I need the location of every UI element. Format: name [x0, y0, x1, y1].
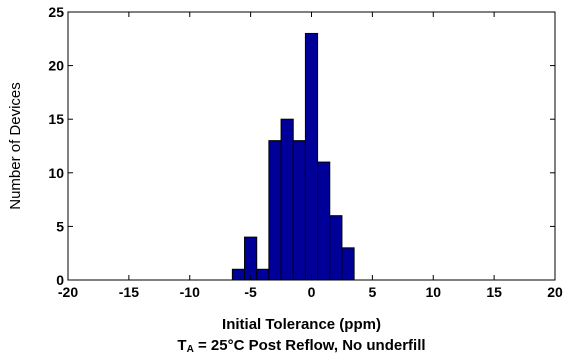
y-tick-label: 10: [48, 165, 64, 181]
subtitle-prefix: T: [177, 337, 186, 354]
y-tick-label: 5: [56, 218, 64, 234]
histogram-bar: [317, 161, 331, 281]
y-tick-label: 0: [56, 272, 64, 288]
y-tick-label: 20: [48, 58, 64, 74]
x-axis-ticks: -20 -15 -10 -5 0 5 10 15 20: [58, 12, 563, 300]
histogram-bar: [268, 140, 282, 281]
histogram-bar: [341, 247, 355, 281]
x-tick-label: -5: [244, 284, 257, 300]
bars-group: [231, 32, 355, 281]
subtitle-rest: = 25°C Post Reflow, No underfill: [194, 337, 426, 354]
y-tick-label: 25: [48, 4, 64, 20]
histogram-bar: [256, 268, 270, 281]
x-tick-label: 20: [547, 284, 563, 300]
histogram-bar: [231, 268, 246, 281]
x-tick-label: -20: [58, 284, 78, 300]
x-tick-label: 0: [308, 284, 316, 300]
y-tick-label: 15: [48, 111, 64, 127]
x-tick-label: -10: [180, 284, 200, 300]
histogram-bar: [304, 32, 319, 281]
histogram-bar: [280, 118, 294, 281]
y-axis-ticks: 0 5 10 15 20 25: [48, 4, 555, 288]
x-axis-label: Initial Tolerance (ppm): [222, 316, 381, 333]
y-axis-label: Number of Devices: [7, 82, 24, 210]
histogram-bar: [244, 236, 258, 281]
subtitle-subscript: A: [187, 344, 194, 355]
x-tick-label: 15: [486, 284, 502, 300]
condition-subtitle: TA = 25°C Post Reflow, No underfill: [177, 337, 425, 355]
x-tick-label: -15: [119, 284, 139, 300]
x-tick-label: 10: [425, 284, 441, 300]
histogram-bar: [292, 140, 306, 281]
x-tick-label: 5: [368, 284, 376, 300]
histogram-bar: [329, 215, 343, 281]
